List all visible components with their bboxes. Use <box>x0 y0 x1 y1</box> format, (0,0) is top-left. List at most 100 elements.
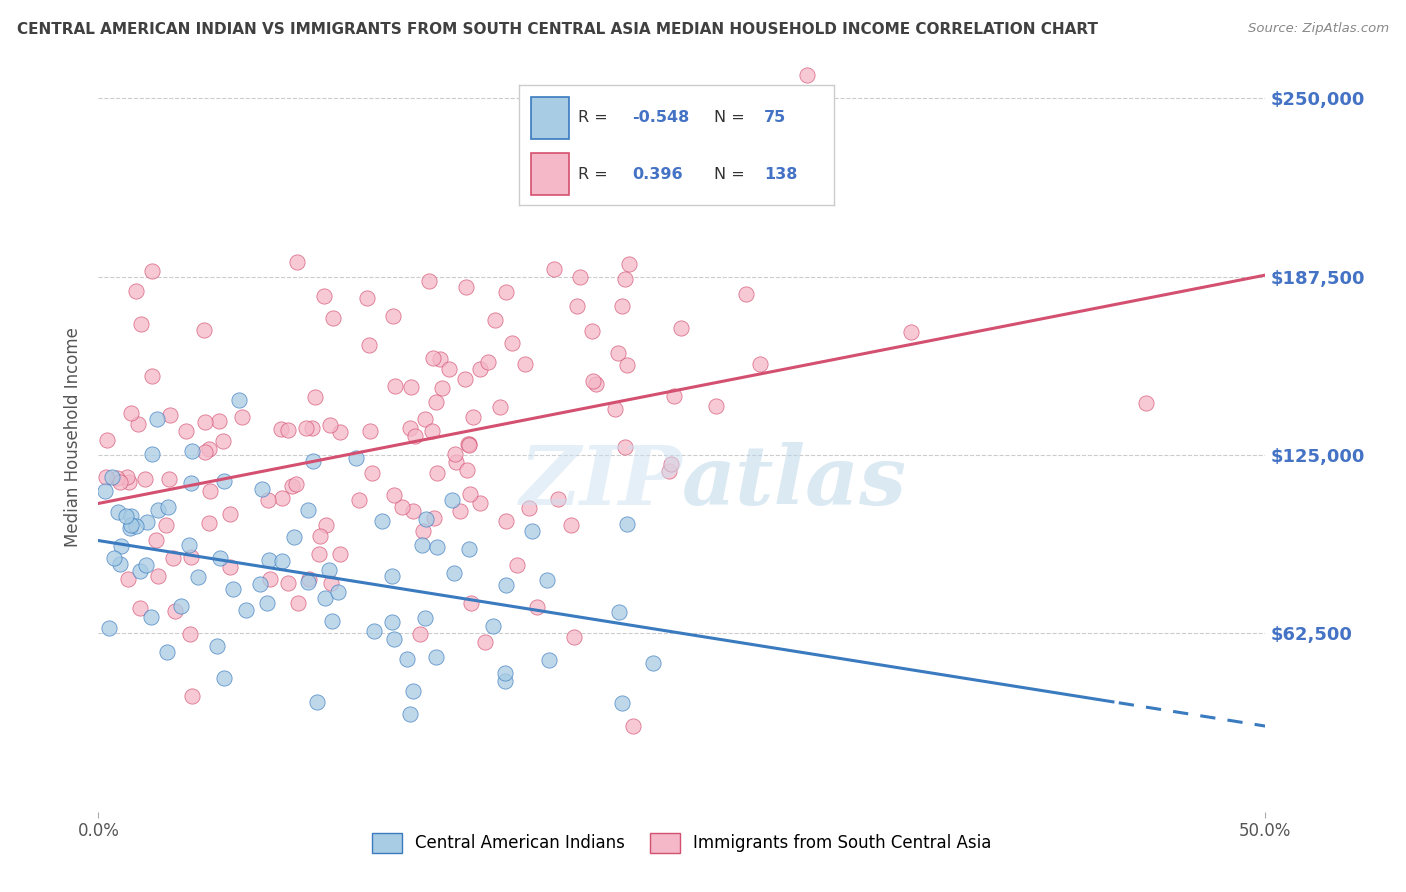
Point <box>129 318 152 332</box>
Point <box>115 470 138 484</box>
Point <box>96 433 118 447</box>
Point <box>115 509 138 524</box>
Point <box>359 425 381 439</box>
Point <box>309 529 332 543</box>
Point <box>382 488 405 502</box>
Point <box>396 652 419 666</box>
Point <box>612 697 634 711</box>
Point <box>97 621 120 635</box>
Point <box>734 287 756 301</box>
Point <box>900 325 922 339</box>
Point <box>547 491 569 506</box>
Text: ZIP: ZIP <box>519 442 682 522</box>
Point <box>440 492 463 507</box>
Point <box>382 632 405 647</box>
Point <box>363 624 385 638</box>
Point <box>484 313 506 327</box>
Point <box>297 574 319 589</box>
Point <box>146 502 169 516</box>
Point <box>659 458 682 472</box>
Point <box>381 615 404 629</box>
Point <box>412 524 434 539</box>
Point <box>328 585 350 599</box>
Point <box>329 547 352 561</box>
Point <box>295 421 318 435</box>
Point <box>214 671 236 685</box>
Point <box>200 483 222 498</box>
Point <box>157 500 180 514</box>
Point <box>543 262 565 277</box>
Point <box>252 482 274 496</box>
Point <box>474 634 496 648</box>
Point <box>344 451 367 466</box>
Point <box>425 540 447 554</box>
Point <box>148 569 170 583</box>
Point <box>94 483 117 498</box>
Point <box>259 572 281 586</box>
Point <box>391 500 413 515</box>
Point <box>117 572 139 586</box>
Point <box>501 335 523 350</box>
Point <box>141 369 163 384</box>
Point <box>304 390 326 404</box>
Point <box>298 572 321 586</box>
Point <box>198 442 221 456</box>
Point <box>458 438 481 452</box>
Point <box>564 630 586 644</box>
Point <box>277 576 299 591</box>
Point <box>159 408 181 422</box>
Point <box>270 491 292 506</box>
Point <box>494 666 516 681</box>
Point <box>425 649 447 664</box>
Point <box>281 479 304 493</box>
Point <box>174 424 197 438</box>
Point <box>120 521 142 535</box>
Point <box>371 514 394 528</box>
Point <box>194 415 217 429</box>
Point <box>108 475 131 489</box>
Point <box>308 548 330 562</box>
Point <box>617 257 640 271</box>
Point <box>749 124 772 138</box>
Point <box>495 578 517 592</box>
Point <box>612 299 634 313</box>
Point <box>307 696 329 710</box>
Point <box>257 552 280 566</box>
Point <box>135 558 157 573</box>
Point <box>658 464 681 478</box>
Point <box>212 474 235 488</box>
Point <box>120 508 142 523</box>
Point <box>413 412 436 426</box>
Point <box>129 564 152 578</box>
Point <box>249 576 271 591</box>
Point <box>669 321 692 335</box>
Point <box>426 466 449 480</box>
Point <box>432 380 454 394</box>
Point <box>312 289 335 303</box>
Point <box>456 463 478 477</box>
Point <box>520 524 543 538</box>
Point <box>453 372 475 386</box>
Point <box>356 291 378 305</box>
Point <box>460 597 482 611</box>
Point <box>443 566 465 581</box>
Point <box>495 514 517 528</box>
Point <box>449 504 471 518</box>
Point <box>170 599 193 614</box>
Point <box>402 684 425 698</box>
Point <box>194 445 217 459</box>
Point <box>399 380 422 394</box>
Point <box>446 455 468 469</box>
Point <box>468 362 491 376</box>
Point <box>118 475 141 489</box>
Point <box>108 557 131 571</box>
Point <box>284 477 307 491</box>
Point <box>536 574 558 588</box>
Point <box>429 351 451 366</box>
Point <box>662 389 685 403</box>
Point <box>411 538 433 552</box>
Point <box>409 627 432 641</box>
Point <box>197 516 219 530</box>
Point <box>319 575 342 590</box>
Point <box>139 610 162 624</box>
